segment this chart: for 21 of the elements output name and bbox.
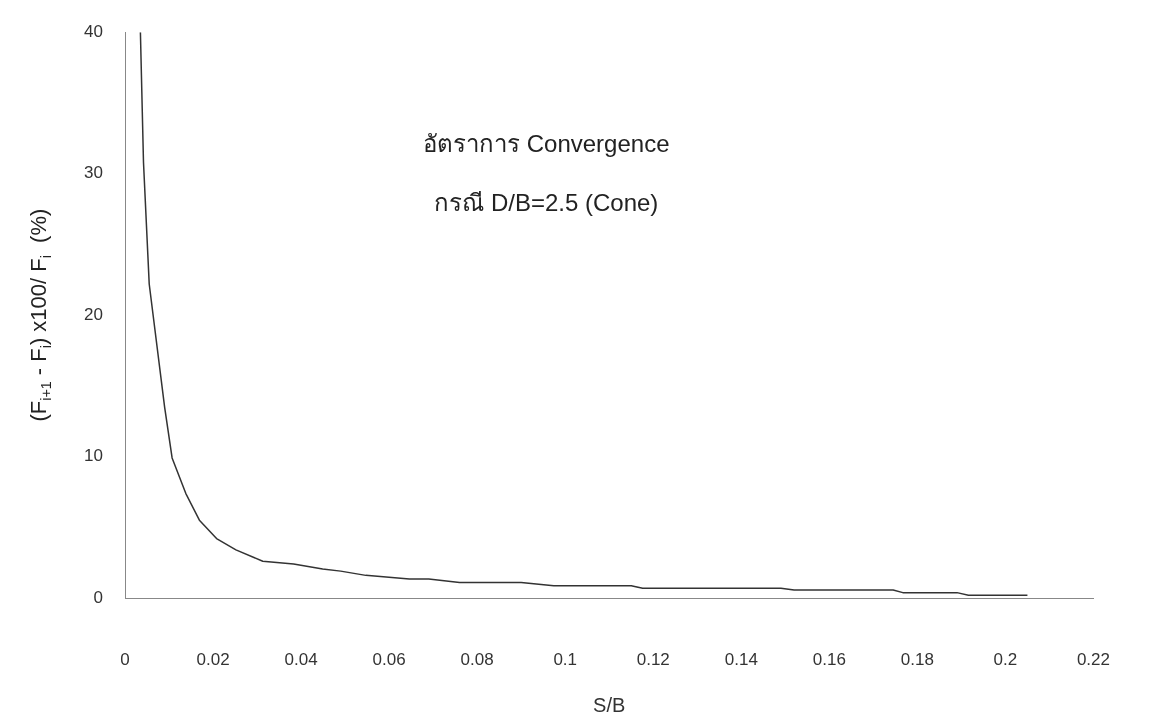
x-tick-label: 0.2 — [993, 649, 1018, 669]
y-tick-label: 0 — [93, 587, 103, 607]
y-axis-title: (Fi+1 - Fi) x100/ Fi (%) — [26, 208, 54, 422]
x-tick-label: 0.22 — [1076, 649, 1110, 669]
x-tick-label: 0.12 — [636, 649, 670, 669]
x-tick-label: 0.04 — [284, 649, 318, 669]
y-tick-label: 20 — [84, 304, 103, 324]
x-tick-label: 0 — [120, 649, 130, 669]
text: อัตราการ Convergence — [423, 129, 670, 157]
y-tick-label: 40 — [84, 21, 103, 41]
x-tick-label: 0.18 — [900, 649, 934, 669]
y-tick-label: 10 — [84, 446, 103, 466]
x-tick-label: 0.02 — [196, 649, 230, 669]
x-tick-label: 0.14 — [724, 649, 758, 669]
x-tick-label: 0.1 — [553, 649, 578, 669]
x-tick-label: 0.16 — [812, 649, 846, 669]
text: กรณี D/B=2.5 (Cone) — [434, 189, 659, 217]
y-tick-label: 30 — [84, 163, 103, 183]
x-tick-label: 0.08 — [460, 649, 494, 669]
x-axis-title: S/B — [593, 693, 626, 716]
x-tick-label: 0.06 — [372, 649, 406, 669]
